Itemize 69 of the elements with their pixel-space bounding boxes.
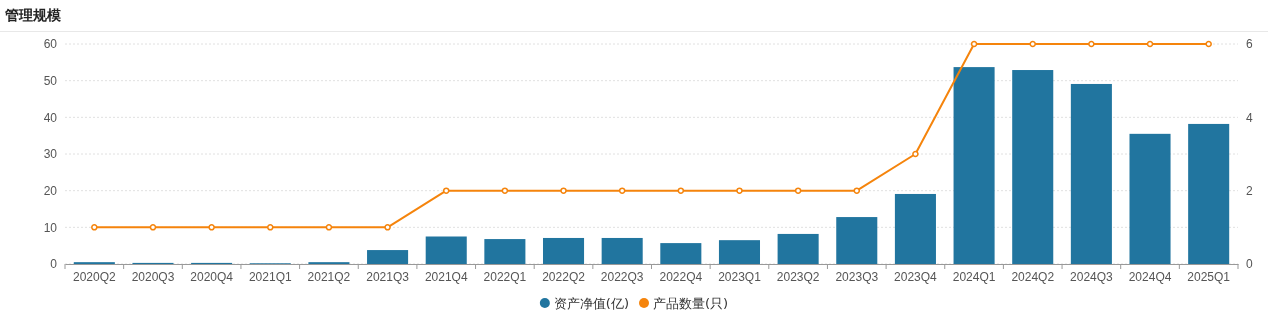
y-tick-label: 60 <box>43 37 58 52</box>
x-tick-label: 2021Q1 <box>248 269 292 284</box>
x-tick-label: 2024Q4 <box>1128 269 1172 284</box>
y-tick-label: 0 <box>50 257 58 272</box>
x-tick-label: 2023Q1 <box>718 269 762 284</box>
bar <box>660 243 702 264</box>
bar <box>894 193 936 264</box>
point <box>853 187 861 194</box>
x-tick-label: 2020Q4 <box>190 269 234 284</box>
bar <box>601 237 643 264</box>
point <box>149 224 157 231</box>
point <box>736 187 743 194</box>
point <box>208 224 215 231</box>
legend-label: 资产净值(亿) <box>553 296 629 311</box>
bar <box>836 217 878 264</box>
x-tick-label: 2023Q4 <box>894 269 938 284</box>
x-tick-label: 2024Q2 <box>1011 269 1055 284</box>
x-tick-label: 2025Q1 <box>1187 269 1231 284</box>
y-tick-label: 10 <box>43 220 58 235</box>
bar <box>484 239 526 264</box>
x-tick-label: 2023Q3 <box>835 269 879 284</box>
point <box>794 187 802 194</box>
bar <box>1012 70 1054 264</box>
legend-label: 产品数量(只) <box>653 296 729 311</box>
y-tick-label: 50 <box>43 74 58 89</box>
point <box>677 187 685 194</box>
point <box>1146 40 1154 48</box>
x-tick-label: 2022Q2 <box>542 269 586 284</box>
y-tick-label: 30 <box>43 147 58 162</box>
point <box>912 150 919 158</box>
x-tick-label: 2020Q2 <box>72 269 116 284</box>
y2-tick-label: 0 <box>1246 257 1253 272</box>
x-tick-label: 2021Q3 <box>366 269 410 284</box>
bar <box>1188 123 1230 264</box>
chart-title: 管理规模 <box>4 7 62 23</box>
point <box>442 187 450 194</box>
x-tick-label: 2023Q2 <box>776 269 820 284</box>
x-tick-label: 2021Q2 <box>307 269 351 284</box>
bar <box>777 233 819 264</box>
point <box>501 187 509 194</box>
point <box>325 224 333 231</box>
x-tick-label: 2022Q4 <box>659 269 703 284</box>
bar <box>953 67 995 264</box>
point <box>1029 40 1036 48</box>
bar <box>367 250 409 264</box>
point <box>560 187 567 194</box>
point <box>91 224 98 231</box>
x-tick-label: 2022Q3 <box>600 269 644 284</box>
point <box>1205 40 1212 48</box>
x-tick-label: 2022Q1 <box>483 269 527 284</box>
y-tick-label: 40 <box>43 110 58 125</box>
y-tick-label: 20 <box>43 184 58 199</box>
point <box>384 224 391 231</box>
x-tick-label: 2024Q3 <box>1070 269 1114 284</box>
bar <box>543 237 585 264</box>
point <box>970 40 978 48</box>
x-tick-label: 2020Q3 <box>131 269 175 284</box>
y2-tick-label: 2 <box>1246 184 1253 199</box>
y2-tick-label: 6 <box>1246 37 1253 52</box>
point <box>618 187 626 194</box>
y2-tick-label: 4 <box>1246 110 1253 125</box>
bar <box>1070 83 1112 264</box>
bar <box>425 236 467 264</box>
point <box>1088 40 1095 48</box>
bar <box>718 240 760 264</box>
x-tick-label: 2024Q1 <box>952 269 996 284</box>
point <box>267 224 274 231</box>
bar <box>1129 133 1171 264</box>
x-tick-label: 2021Q4 <box>424 269 468 284</box>
